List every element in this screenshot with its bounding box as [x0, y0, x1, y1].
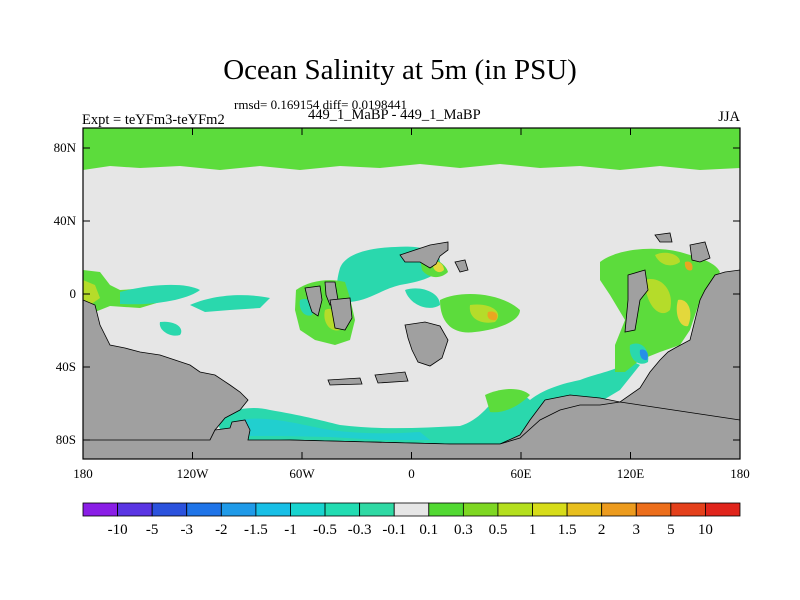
colorbar-label: -3	[180, 522, 193, 538]
southern-strip-1	[327, 377, 363, 386]
south-atlantic-green-patch	[485, 388, 530, 413]
colorbar-label: -0.5	[313, 522, 337, 538]
colorbar-swatch	[290, 502, 326, 517]
island-1	[304, 285, 323, 317]
x-tick-label: 60E	[511, 466, 532, 481]
experiment-ids: 449_1_MaBP - 449_1_MaBP	[308, 107, 481, 123]
x-tick-label: 120E	[617, 466, 645, 481]
colorbar-swatch	[532, 502, 568, 517]
eastern-yellow-patch-2	[676, 299, 691, 327]
western-tropical-yellow-patch	[83, 280, 100, 305]
central-island	[404, 321, 449, 367]
season-label: JJA	[718, 109, 740, 125]
small-northern-island	[454, 259, 469, 273]
northern-island	[399, 241, 449, 269]
western-tropical-teal-band	[120, 284, 200, 305]
colorbar-swatch	[117, 502, 153, 517]
colorbar-swatch	[497, 502, 533, 517]
colorbar-swatch	[324, 502, 361, 517]
colorbar-label: -1	[284, 522, 297, 538]
colorbar-label: -10	[108, 522, 128, 538]
indian-ocean-teal-patch	[405, 288, 440, 308]
southern-ocean-fresh-patch	[240, 418, 430, 440]
colorbar-label: 3	[633, 522, 641, 538]
small-teal-patch	[159, 321, 182, 336]
colorbar-swatch	[359, 502, 395, 517]
y-tick-label: 40S	[56, 359, 76, 374]
colorbar-swatch	[151, 502, 188, 517]
northeastern-island	[689, 241, 711, 263]
colorbar-label: 0.1	[419, 522, 438, 538]
colorbar-label: 10	[698, 522, 713, 538]
colorbar-swatch	[255, 502, 291, 517]
colorbar-label: -2	[215, 522, 228, 538]
x-tick-label: 60W	[289, 466, 315, 481]
colorbar-label: 1.5	[558, 522, 577, 538]
island-3	[329, 297, 353, 331]
colorbar-swatch	[635, 502, 672, 517]
colorbar-swatch	[220, 502, 257, 517]
eastern-blue-patch	[639, 349, 648, 361]
y-tick-label: 80S	[56, 432, 76, 447]
colorbar-swatch	[393, 502, 430, 517]
southern-strip-2	[374, 371, 409, 384]
x-tick-label: 0	[408, 466, 415, 481]
colorbar-label: 0.5	[489, 522, 508, 538]
rmsd-diff-stats: rmsd= 0.169154 diff= 0.0198441	[234, 97, 407, 112]
colorbar-swatch	[705, 502, 741, 517]
colorbar-label: 2	[598, 522, 606, 538]
colorbar-label: 0.3	[454, 522, 473, 538]
x-tick-label: 180	[73, 466, 93, 481]
colorbar-label: 1	[529, 522, 537, 538]
central-teal-band	[190, 295, 270, 312]
y-tick-label: 40N	[54, 213, 77, 228]
colorbar-swatch	[186, 502, 222, 517]
eastern-orange-patch	[684, 261, 693, 271]
eastern-yellow-patch	[645, 279, 671, 314]
chart-title: Ocean Salinity at 5m (in PSU)	[223, 54, 577, 86]
experiment-label: Expt = teYFm3-teYFm2	[82, 112, 225, 128]
y-axis: 80N 40N 0 40S 80S	[54, 140, 740, 447]
southern-ocean-region	[215, 360, 640, 446]
colorbar-label: -5	[146, 522, 159, 538]
indian-ocean-orange-patch	[487, 311, 498, 321]
antarctica	[83, 401, 740, 459]
northeastern-islet	[654, 232, 673, 243]
colorbar-label: -0.3	[348, 522, 372, 538]
colorbar-label: -0.1	[382, 522, 406, 538]
colorbar-swatch	[82, 502, 118, 517]
colorbar-swatch	[566, 502, 603, 517]
x-tick-label: 180	[730, 466, 750, 481]
colorbar-swatch	[428, 502, 464, 517]
eastern-island	[624, 269, 649, 333]
colorbar-swatch	[670, 502, 706, 517]
x-axis: 180 120W 60W 0 60E 120E 180	[73, 128, 750, 481]
colorbar-swatch	[601, 502, 637, 517]
x-tick-label: 120W	[177, 466, 210, 481]
y-tick-label: 80N	[54, 140, 77, 155]
colorbar-label: -1.5	[244, 522, 268, 538]
eastern-yellow-patch-3	[655, 252, 680, 266]
map-field	[83, 128, 740, 459]
colorbar-swatch	[462, 502, 499, 517]
y-tick-label: 0	[70, 286, 77, 301]
colorbar: -10 -5 -3 -2 -1.5 -1 -0.5 -0.3 -0.1 0.1 0.3 0.5 1 1.5…	[82, 502, 741, 538]
colorbar-label: 5	[667, 522, 675, 538]
arctic-salinity-region	[83, 128, 740, 170]
